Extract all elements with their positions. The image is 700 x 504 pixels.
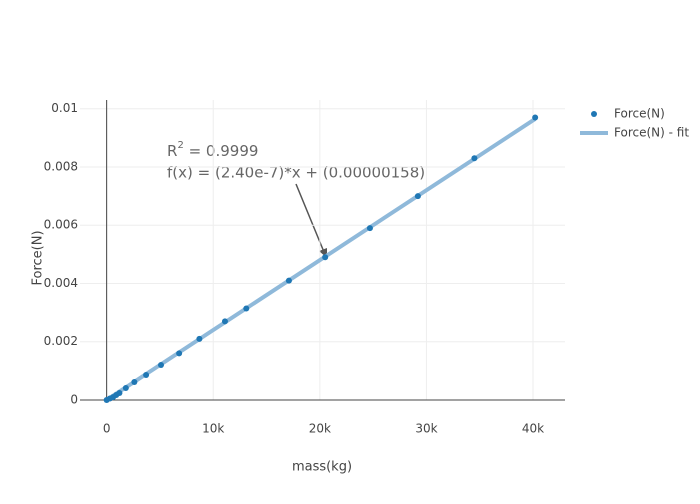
- point: [366, 225, 373, 232]
- x-tick-label: 20k: [309, 422, 331, 436]
- point: [285, 277, 292, 284]
- point: [196, 335, 203, 342]
- y-tick-label: 0: [70, 393, 78, 407]
- annotation-r2-base: R: [167, 142, 177, 160]
- y-axis-title: Force(N): [31, 230, 46, 285]
- point: [143, 371, 150, 378]
- legend-marker: [591, 111, 597, 117]
- point: [221, 318, 228, 325]
- x-tick-label: 0: [103, 422, 111, 436]
- y-tick-label: 0.002: [44, 334, 78, 348]
- point: [176, 350, 183, 357]
- fit-line: [105, 117, 537, 402]
- y-tick-label: 0.004: [44, 276, 78, 290]
- annotation-equation: f(x) = (2.40e-7)*x + (0.00000158): [167, 164, 425, 182]
- point: [116, 390, 123, 397]
- point: [243, 305, 250, 312]
- y-tick-label: 0.01: [51, 101, 78, 115]
- x-tick-label: 10k: [202, 422, 224, 436]
- point: [471, 155, 478, 162]
- annotation-r2: R2 = 0.9999: [167, 140, 258, 160]
- point: [131, 378, 138, 385]
- annotation-arrow: [295, 183, 325, 253]
- annotation-r2-sup: 2: [177, 140, 183, 151]
- annotation-r2-rest: = 0.9999: [184, 142, 259, 160]
- point: [532, 114, 539, 121]
- x-tick-label: 30k: [415, 422, 437, 436]
- x-axis-title: mass(kg): [292, 460, 352, 475]
- legend-label: Force(N) - fit: [614, 126, 689, 140]
- point: [322, 254, 329, 261]
- legend-label: Force(N): [614, 107, 665, 121]
- y-tick-label: 0.006: [44, 218, 78, 232]
- y-tick-label: 0.008: [44, 159, 78, 173]
- point: [122, 385, 129, 392]
- point: [158, 362, 165, 369]
- point: [414, 193, 421, 200]
- x-tick-label: 40k: [522, 422, 544, 436]
